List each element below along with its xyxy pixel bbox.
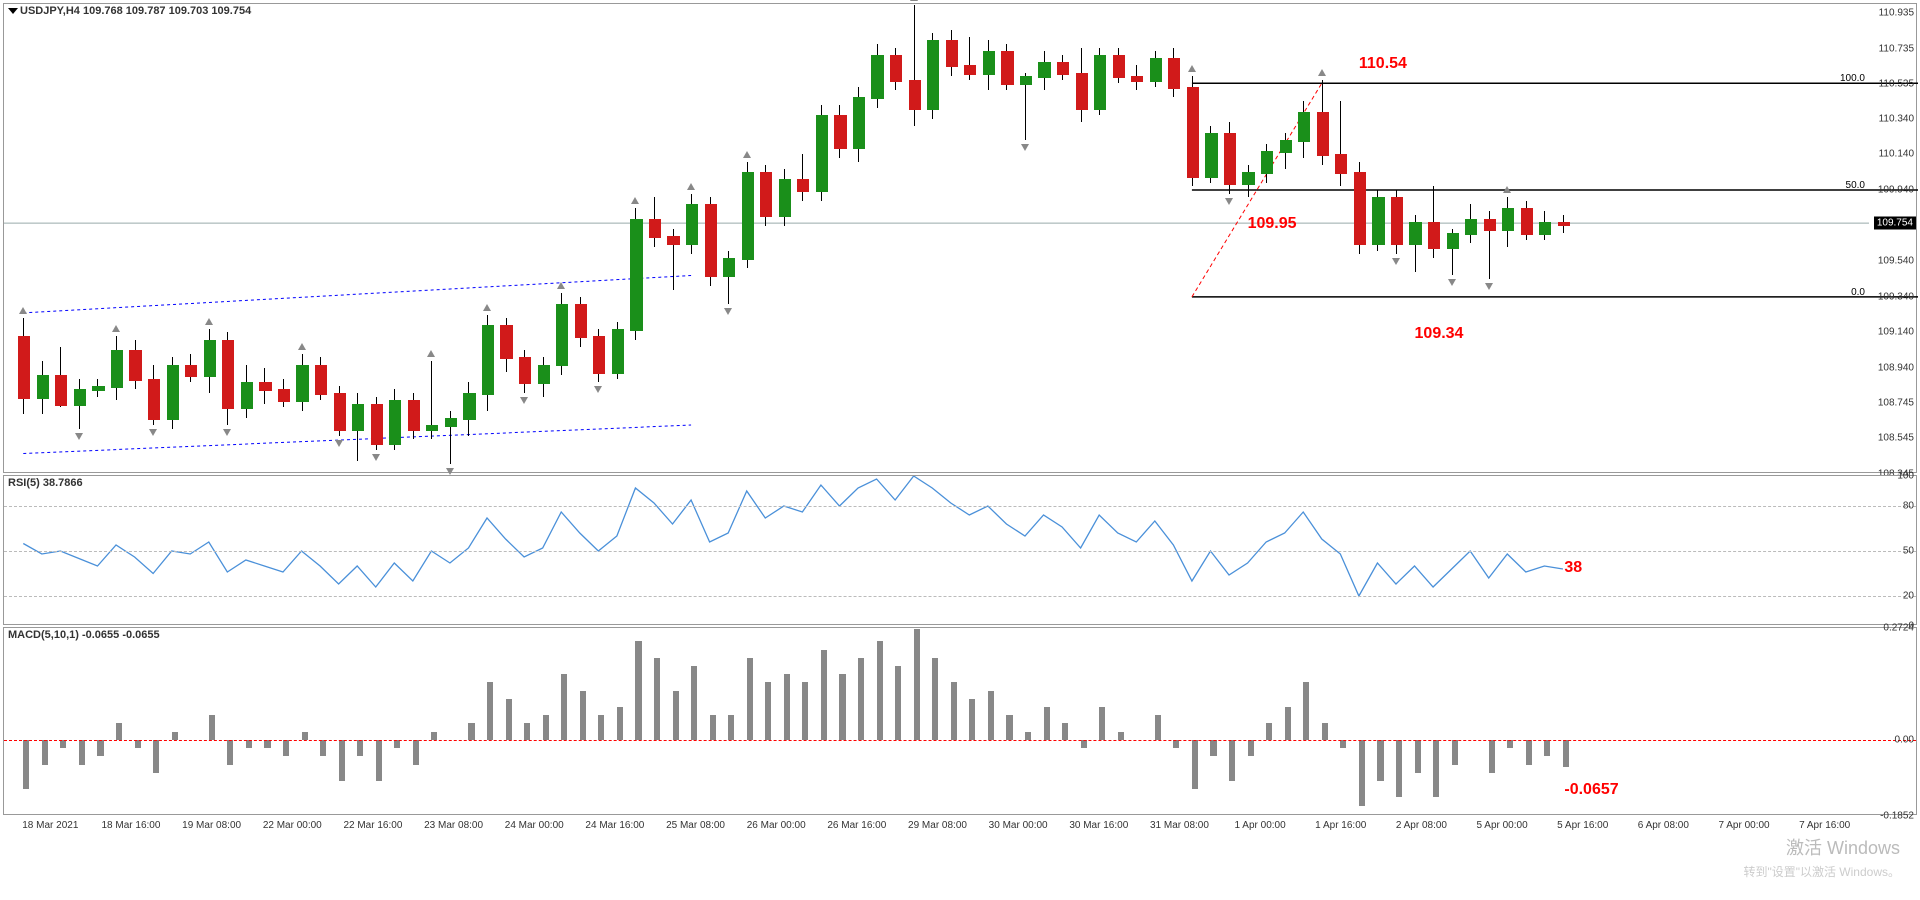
main-chart-title: USDJPY,H4 109.768 109.787 109.703 109.75… xyxy=(20,5,251,17)
x-axis: 18 Mar 202118 Mar 16:0019 Mar 08:0022 Ma… xyxy=(0,817,1920,837)
windows-watermark: 激活 Windows xyxy=(1786,834,1900,860)
main-chart-overlay: 100.0 50.0 0.0 xyxy=(4,4,1918,474)
main-chart-panel[interactable]: USDJPY,H4 109.768 109.787 109.703 109.75… xyxy=(3,3,1917,473)
rsi-panel[interactable]: RSI(5) 38.7866 1008050200 38 xyxy=(3,475,1917,625)
svg-text:0.0: 0.0 xyxy=(1851,287,1865,298)
windows-watermark-sub: 转到"设置"以激活 Windows。 xyxy=(1743,863,1900,880)
current-price-tag: 109.754 xyxy=(1874,217,1916,230)
rsi-annotation: 38 xyxy=(1564,559,1582,577)
macd-title: MACD(5,10,1) -0.0655 -0.0655 xyxy=(8,629,160,641)
macd-panel[interactable]: MACD(5,10,1) -0.0655 -0.0655 0.27240.00-… xyxy=(3,627,1917,815)
symbol-dropdown-icon[interactable] xyxy=(8,8,18,14)
macd-zero-line xyxy=(4,740,1916,741)
svg-text:50.0: 50.0 xyxy=(1846,180,1866,191)
svg-text:100.0: 100.0 xyxy=(1840,73,1865,84)
macd-annotation: -0.0657 xyxy=(1564,781,1618,799)
rsi-title: RSI(5) 38.7866 xyxy=(8,477,83,489)
